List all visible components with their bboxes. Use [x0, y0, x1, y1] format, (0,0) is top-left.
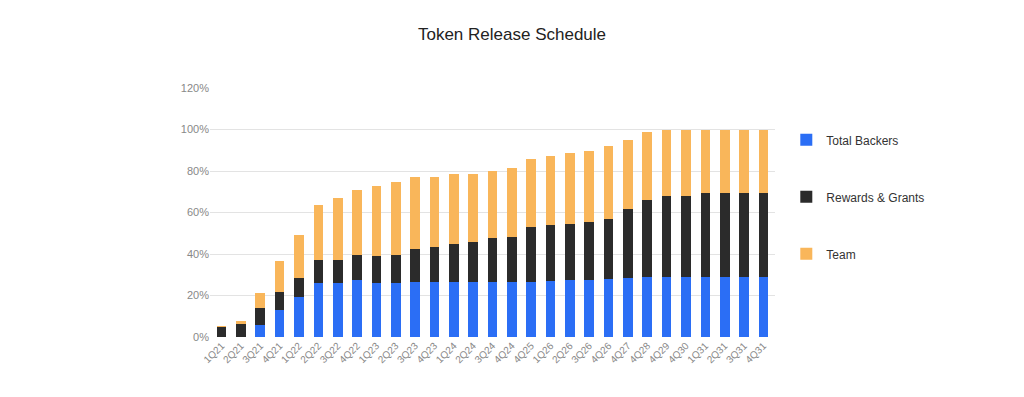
- svg-text:4Q24: 4Q24: [492, 340, 517, 365]
- svg-text:1Q21: 1Q21: [201, 340, 226, 365]
- svg-text:1Q23: 1Q23: [356, 340, 381, 365]
- svg-text:1Q31: 1Q31: [685, 340, 710, 365]
- svg-text:2Q21: 2Q21: [221, 340, 246, 365]
- svg-text:4Q27: 4Q27: [608, 340, 633, 365]
- svg-text:Rewards & Grants: Rewards & Grants: [826, 191, 924, 205]
- svg-text:2Q22: 2Q22: [298, 340, 323, 365]
- svg-text:4Q25: 4Q25: [511, 340, 536, 365]
- svg-text:Team: Team: [826, 248, 855, 262]
- svg-text:4Q29: 4Q29: [647, 340, 672, 365]
- svg-text:40%: 40%: [187, 248, 209, 260]
- svg-text:2Q26: 2Q26: [550, 340, 575, 365]
- svg-text:100%: 100%: [181, 123, 209, 135]
- svg-text:3Q31: 3Q31: [724, 340, 749, 365]
- svg-text:3Q23: 3Q23: [395, 340, 420, 365]
- svg-text:4Q28: 4Q28: [627, 340, 652, 365]
- svg-text:1Q24: 1Q24: [434, 340, 459, 365]
- svg-text:Total Backers: Total Backers: [826, 134, 898, 148]
- svg-text:0%: 0%: [193, 331, 209, 343]
- svg-text:4Q26: 4Q26: [588, 340, 613, 365]
- svg-text:20%: 20%: [187, 289, 209, 301]
- svg-text:3Q21: 3Q21: [240, 340, 265, 365]
- svg-text:3Q26: 3Q26: [569, 340, 594, 365]
- svg-text:4Q23: 4Q23: [414, 340, 439, 365]
- svg-text:4Q21: 4Q21: [260, 340, 285, 365]
- svg-text:4Q22: 4Q22: [337, 340, 362, 365]
- svg-text:4Q31: 4Q31: [743, 340, 768, 365]
- svg-text:1Q22: 1Q22: [279, 340, 304, 365]
- svg-text:2Q31: 2Q31: [705, 340, 730, 365]
- svg-text:3Q24: 3Q24: [472, 340, 497, 365]
- svg-text:3Q22: 3Q22: [318, 340, 343, 365]
- svg-text:2Q23: 2Q23: [376, 340, 401, 365]
- svg-text:2Q24: 2Q24: [453, 340, 478, 365]
- svg-text:80%: 80%: [187, 165, 209, 177]
- svg-text:60%: 60%: [187, 206, 209, 218]
- svg-text:Token Release Schedule: Token Release Schedule: [418, 25, 606, 44]
- svg-text:1Q26: 1Q26: [530, 340, 555, 365]
- svg-text:120%: 120%: [181, 82, 209, 94]
- svg-text:4Q30: 4Q30: [666, 340, 691, 365]
